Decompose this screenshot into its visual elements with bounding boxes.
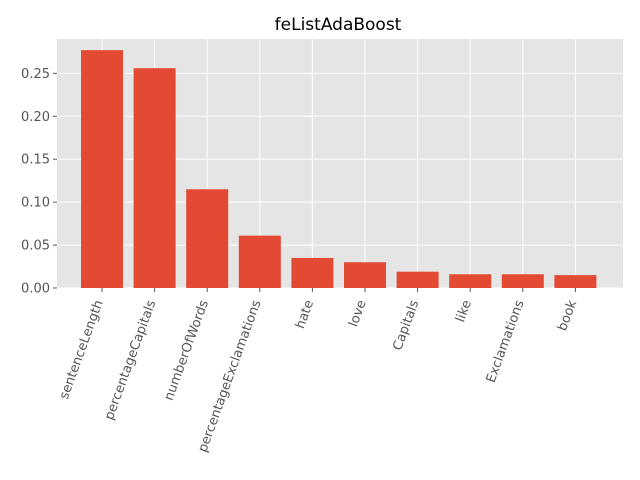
- bar-love: [344, 262, 386, 288]
- bar-Exclamations: [501, 274, 544, 288]
- x-tick-label: percentageExclamations: [195, 298, 264, 454]
- x-tick-label: book: [555, 298, 580, 333]
- bars: [81, 50, 597, 289]
- x-tick-label: numberOfWords: [162, 298, 212, 403]
- bar-percentageExclamations: [238, 235, 281, 288]
- bar-hate: [291, 257, 334, 288]
- y-tick-label: 0.15: [21, 153, 50, 168]
- x-tick-label: like: [453, 298, 475, 324]
- x-tick-label: Capitals: [390, 298, 422, 353]
- x-tick-label: sentenceLength: [57, 298, 107, 401]
- y-tick-label: 0.20: [21, 110, 50, 125]
- bar-sentenceLength: [81, 50, 123, 289]
- bar-like: [449, 274, 492, 288]
- bar-Capitals: [396, 271, 439, 288]
- x-tick-label: percentageCapitals: [102, 298, 159, 422]
- y-tick-label: 0.00: [21, 282, 50, 297]
- x-tick-label: hate: [293, 298, 317, 331]
- y-tick-label: 0.10: [21, 196, 50, 211]
- x-tick-label: Exclamations: [484, 298, 528, 385]
- bar-percentageCapitals: [133, 68, 176, 288]
- bar-book: [554, 275, 597, 288]
- y-tick-label: 0.25: [21, 67, 50, 82]
- chart-title: feListAdaBoost: [275, 15, 402, 35]
- y-tick-label: 0.05: [21, 239, 50, 254]
- x-tick-label: love: [346, 298, 369, 329]
- y-axis: 0.00 0.05 0.10 0.15 0.20 0.25: [21, 67, 57, 297]
- bar-numberOfWords: [186, 189, 229, 288]
